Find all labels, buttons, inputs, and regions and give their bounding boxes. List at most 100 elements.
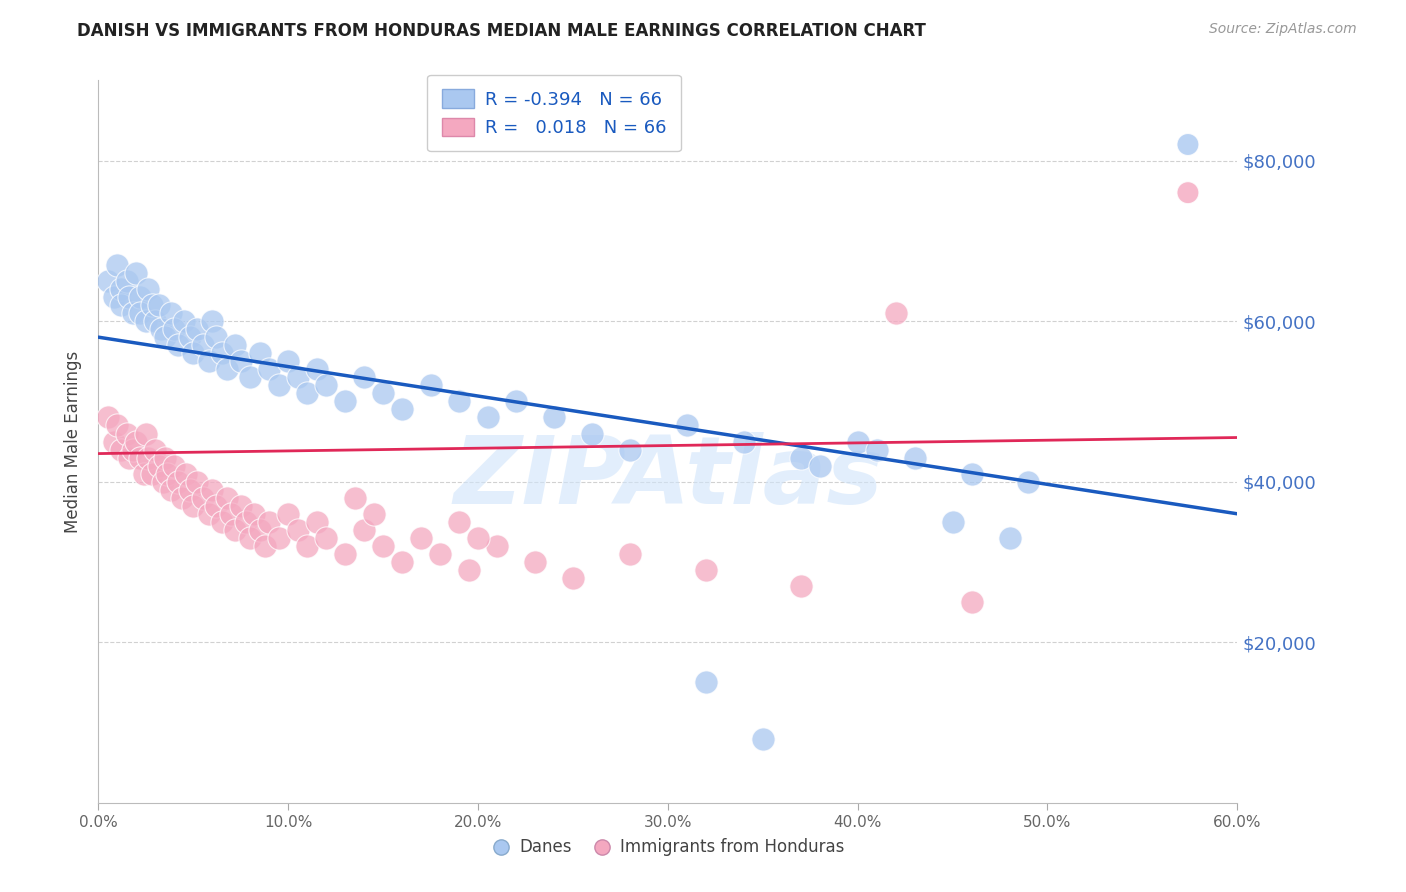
Point — [167, 475, 190, 489]
Point — [129, 306, 152, 320]
Text: DANISH VS IMMIGRANTS FROM HONDURAS MEDIAN MALE EARNINGS CORRELATION CHART: DANISH VS IMMIGRANTS FROM HONDURAS MEDIA… — [77, 22, 927, 40]
Point — [145, 314, 167, 328]
Point — [217, 491, 239, 505]
Y-axis label: Median Male Earnings: Median Male Earnings — [65, 351, 83, 533]
Point — [846, 434, 869, 449]
Point — [467, 531, 489, 545]
Point — [449, 515, 471, 529]
Point — [201, 483, 224, 497]
Point — [695, 563, 717, 577]
Point — [197, 507, 219, 521]
Point — [97, 410, 120, 425]
Point — [371, 539, 394, 553]
Point — [163, 458, 186, 473]
Point — [107, 418, 129, 433]
Point — [335, 394, 357, 409]
Point — [148, 298, 170, 312]
Point — [159, 306, 181, 320]
Point — [201, 314, 224, 328]
Point — [259, 362, 281, 376]
Point — [141, 298, 163, 312]
Point — [277, 354, 299, 368]
Point — [152, 475, 174, 489]
Point — [205, 499, 228, 513]
Point — [249, 523, 271, 537]
Point — [449, 394, 471, 409]
Point — [115, 274, 138, 288]
Point — [353, 370, 375, 384]
Point — [129, 290, 152, 304]
Point — [125, 266, 148, 280]
Point — [562, 571, 585, 585]
Point — [118, 450, 141, 465]
Point — [115, 426, 138, 441]
Point — [110, 442, 132, 457]
Point — [1018, 475, 1040, 489]
Point — [287, 523, 309, 537]
Point — [197, 354, 219, 368]
Point — [217, 362, 239, 376]
Point — [183, 346, 205, 360]
Point — [145, 442, 167, 457]
Point — [363, 507, 385, 521]
Point — [211, 346, 233, 360]
Point — [239, 370, 262, 384]
Legend: Danes, Immigrants from Honduras: Danes, Immigrants from Honduras — [485, 831, 851, 863]
Point — [297, 386, 319, 401]
Point — [103, 290, 125, 304]
Point — [167, 338, 190, 352]
Point — [211, 515, 233, 529]
Point — [287, 370, 309, 384]
Point — [259, 515, 281, 529]
Point — [235, 515, 257, 529]
Point — [391, 555, 413, 569]
Point — [243, 507, 266, 521]
Point — [174, 467, 197, 481]
Point — [249, 346, 271, 360]
Point — [156, 467, 179, 481]
Point — [163, 322, 186, 336]
Point — [97, 274, 120, 288]
Point — [315, 531, 337, 545]
Point — [153, 330, 176, 344]
Point — [173, 314, 195, 328]
Point — [129, 450, 152, 465]
Point — [524, 555, 547, 569]
Point — [136, 282, 159, 296]
Point — [477, 410, 499, 425]
Point — [125, 434, 148, 449]
Point — [205, 330, 228, 344]
Point — [254, 539, 277, 553]
Point — [118, 290, 141, 304]
Point — [121, 442, 143, 457]
Point — [429, 547, 451, 561]
Point — [305, 362, 328, 376]
Point — [150, 322, 173, 336]
Point — [733, 434, 755, 449]
Text: ZIPAtlas: ZIPAtlas — [453, 432, 883, 524]
Point — [942, 515, 965, 529]
Point — [229, 499, 252, 513]
Point — [391, 402, 413, 417]
Point — [904, 450, 927, 465]
Point — [141, 467, 163, 481]
Point — [371, 386, 394, 401]
Point — [153, 450, 176, 465]
Point — [353, 523, 375, 537]
Point — [619, 442, 641, 457]
Point — [884, 306, 907, 320]
Point — [179, 330, 201, 344]
Point — [752, 731, 775, 746]
Point — [543, 410, 565, 425]
Point — [121, 306, 143, 320]
Point — [186, 322, 208, 336]
Point — [315, 378, 337, 392]
Point — [960, 595, 983, 609]
Point — [419, 378, 441, 392]
Point — [998, 531, 1021, 545]
Point — [159, 483, 181, 497]
Point — [148, 458, 170, 473]
Point — [267, 531, 290, 545]
Point — [186, 475, 208, 489]
Point — [277, 507, 299, 521]
